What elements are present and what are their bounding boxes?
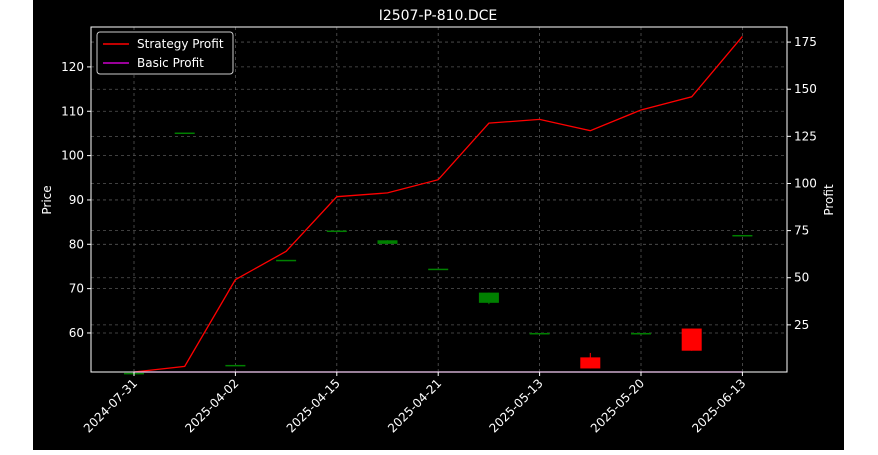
candle: [225, 364, 246, 367]
grid: [91, 27, 787, 372]
x-tick-label: 2024-07-31: [81, 376, 140, 435]
y2-axis-label: Profit: [822, 184, 836, 216]
legend-basic-label: Basic Profit: [137, 56, 204, 70]
candle: [681, 328, 702, 351]
chart-figure: I2507-P-810.DCE 60 70 80 90 100 110 120 25 50 75…: [33, 0, 844, 450]
x-tick-label: 2025-05-20: [588, 376, 647, 435]
profit-axis: 25 50 75 100 125 150 175: [787, 35, 817, 332]
candle: [377, 240, 398, 244]
y-tick-label: 110: [61, 104, 84, 118]
candle: [174, 132, 195, 135]
y2-tick-label: 150: [794, 82, 817, 96]
y-tick-label: 120: [61, 60, 84, 74]
candle: [478, 292, 499, 303]
legend-strategy-label: Strategy Profit: [137, 37, 224, 51]
plot-frame: [90, 26, 788, 373]
y-tick-label: 70: [69, 282, 84, 296]
x-tick-label: 2025-06-13: [689, 376, 748, 435]
price-axis: 60 70 80 90 100 110 120: [61, 60, 91, 340]
candle: [326, 230, 347, 233]
candles: [124, 132, 753, 375]
y-tick-label: 60: [69, 326, 84, 340]
y-tick-label: 80: [69, 237, 84, 251]
y2-tick-label: 100: [794, 176, 817, 190]
candle: [529, 332, 550, 335]
candle: [428, 268, 449, 271]
x-tick-label: 2025-04-02: [182, 376, 241, 435]
legend: Strategy Profit Basic Profit: [96, 31, 234, 75]
y2-tick-label: 25: [794, 318, 809, 332]
x-tick-label: 2025-05-13: [487, 376, 546, 435]
x-tick-label: 2025-04-21: [385, 376, 444, 435]
chart-title: I2507-P-810.DCE: [379, 8, 498, 24]
y2-tick-label: 125: [794, 129, 817, 143]
strategy-profit-line: [133, 36, 743, 373]
y2-tick-label: 50: [794, 271, 809, 285]
y2-tick-label: 175: [794, 35, 817, 49]
y-tick-label: 100: [61, 149, 84, 163]
y-axis-label: Price: [40, 185, 54, 214]
date-axis: 2024-07-31 2025-04-02 2025-04-15 2025-04-21…: [81, 372, 749, 435]
x-tick-label: 2025-04-15: [284, 376, 343, 435]
y2-tick-label: 75: [794, 224, 809, 238]
y-tick-label: 90: [69, 193, 84, 207]
candle: [580, 357, 601, 369]
candle: [732, 234, 753, 237]
candle: [276, 259, 297, 262]
legend-box: [96, 31, 234, 75]
candlestick-chart: I2507-P-810.DCE 60 70 80 90 100 110 120 25 50 75…: [40, 8, 836, 435]
candle: [631, 332, 651, 335]
